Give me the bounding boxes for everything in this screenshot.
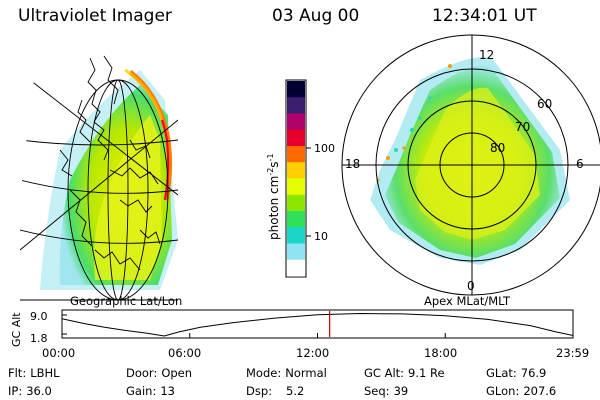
- mlt-label-18: 18: [345, 157, 360, 171]
- flt-readout: Flt: LBHL: [8, 366, 60, 380]
- mlat-label-60: 60: [537, 97, 552, 111]
- x-tick-0000: 00:00: [42, 346, 75, 360]
- gc-alt-axis-label: GC Alt: [10, 312, 23, 347]
- door-readout: Door: Open: [126, 366, 193, 380]
- polar-panel: 12 18 6 0 60 70 80: [341, 34, 600, 296]
- gc-alt-readout: GC Alt: 9.1 Re: [364, 366, 445, 380]
- x-tick-1800: 18:00: [424, 346, 457, 360]
- colorbar-band: [287, 194, 305, 212]
- time-label: 12:34:01 UT: [432, 6, 537, 26]
- date-label: 03 Aug 00: [272, 6, 360, 26]
- polar-aurora-core: [415, 87, 540, 240]
- colorbar-band: [287, 129, 305, 147]
- seq-readout: Seq: 39: [364, 384, 409, 398]
- x-tick-0600: 06:00: [168, 346, 201, 360]
- mode-readout: Mode: Normal: [246, 366, 327, 380]
- colorbar-band: [287, 243, 305, 261]
- instrument-title: Ultraviolet Imager: [18, 6, 172, 26]
- colorbar-band: [287, 146, 305, 163]
- glon-readout: GLon: 207.6: [486, 384, 557, 398]
- colorbar-band: [287, 162, 305, 180]
- colorbar-band: [287, 97, 305, 115]
- mlat-label-80: 80: [490, 141, 505, 155]
- x-tick-2359: 23:59: [556, 346, 589, 360]
- mlt-label-12: 12: [479, 48, 494, 62]
- apex-caption: Apex MLat/MLT: [424, 294, 511, 308]
- altitude-curve: [61, 312, 574, 337]
- y-tick-high: 9.0: [30, 310, 48, 323]
- colorbar-band: [287, 81, 305, 98]
- colorbar-band: [287, 113, 305, 131]
- mlt-label-6: 6: [576, 157, 584, 171]
- gain-readout: Gain: 13: [126, 384, 175, 398]
- geographic-caption: Geographic Lat/Lon: [70, 294, 182, 308]
- colorbar: 100 10 photon cm-2s-1: [266, 79, 335, 278]
- glat-readout: GLat: 76.9: [486, 366, 547, 380]
- ip-readout: IP: 36.0: [8, 384, 52, 398]
- colorbar-band: [287, 259, 305, 277]
- mlt-label-0: 0: [467, 279, 475, 293]
- header: Ultraviolet Imager 03 Aug 00 12:34:01 UT: [0, 6, 600, 30]
- colorbar-tick-10: 10: [314, 230, 328, 243]
- colorbar-band: [287, 178, 305, 196]
- mlat-label-70: 70: [515, 120, 530, 134]
- altitude-strip: GC Alt 9.0 1.8 00:00 06:00 12:00 18:00 2…: [10, 309, 589, 360]
- colorbar-unit-label: photon cm-2s-1: [266, 153, 281, 240]
- x-tick-1200: 12:00: [296, 346, 329, 360]
- colorbar-tick-100: 100: [314, 142, 335, 155]
- geographic-panel: [20, 55, 178, 301]
- dsp-readout: Dsp: 5.2: [246, 384, 305, 398]
- colorbar-band: [287, 211, 305, 228]
- y-tick-low: 1.8: [30, 332, 48, 345]
- colorbar-band: [287, 227, 305, 245]
